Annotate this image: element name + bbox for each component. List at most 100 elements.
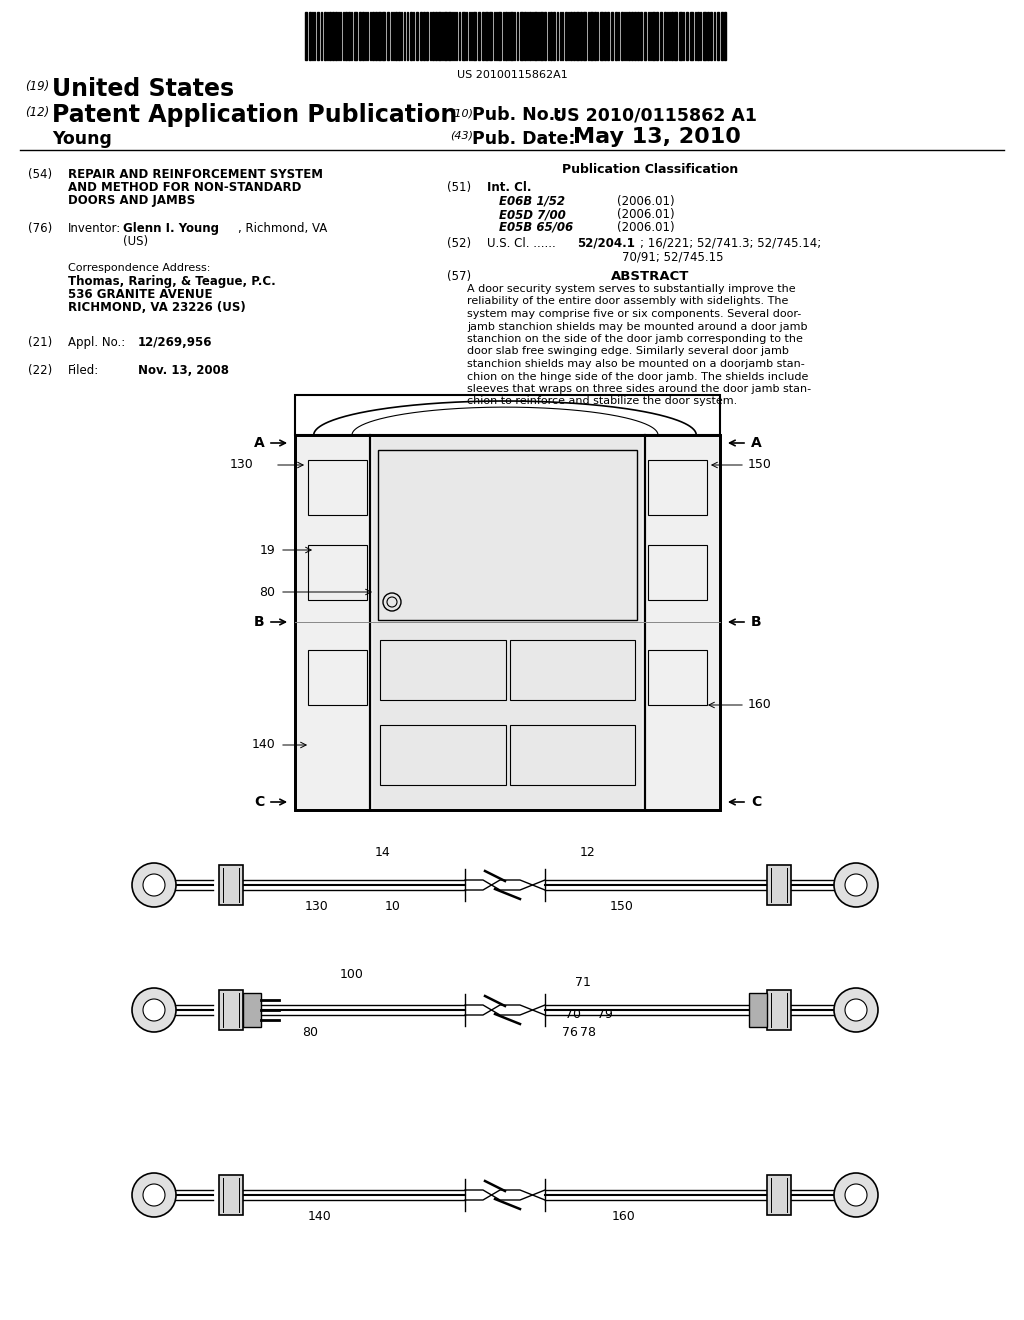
Bar [570,12,572,59]
Text: (76): (76) [28,222,52,235]
Text: Appl. No.:: Appl. No.: [68,337,125,348]
Text: E05B 65/06: E05B 65/06 [499,220,573,234]
Bar [485,12,487,59]
Bar [359,12,360,59]
Bar [567,12,569,59]
Bar [594,12,596,59]
Text: (10): (10) [450,108,473,117]
Bar [749,993,767,1027]
Bar [648,649,707,705]
Text: E06B 1/52: E06B 1/52 [499,195,565,209]
Text: C: C [254,795,264,809]
Text: 130: 130 [229,458,253,471]
Bar [655,12,658,59]
Bar [305,12,306,59]
Text: Young: Young [52,129,112,148]
Bar [671,12,673,59]
Bar [610,12,613,59]
Bar [466,12,467,59]
Text: door slab free swinging edge. Similarly several door jamb: door slab free swinging edge. Similarly … [467,346,788,356]
Bar [637,12,639,59]
Bar [324,12,326,59]
Text: AND METHOD FOR NON-STANDARD: AND METHOD FOR NON-STANDARD [68,181,301,194]
Circle shape [132,863,176,907]
Bar [219,1175,243,1214]
Bar [375,12,377,59]
Text: 70: 70 [565,1008,581,1022]
Text: C: C [751,795,761,809]
Text: Glenn I. Young: Glenn I. Young [123,222,219,235]
Bar [387,12,389,59]
Text: 52/204.1: 52/204.1 [577,238,635,249]
Bar [382,12,385,59]
Text: 160: 160 [612,1210,636,1224]
Text: Pub. No.:: Pub. No.: [472,106,562,124]
Text: B: B [751,615,761,630]
Bar [308,459,367,515]
Circle shape [845,999,867,1020]
Bar [489,12,492,59]
Text: ; 16/221; 52/741.3; 52/745.14;: ; 16/221; 52/741.3; 52/745.14; [640,238,821,249]
Bar [767,990,791,1030]
Text: 80: 80 [302,1026,318,1039]
Bar [317,12,319,59]
Bar [295,436,720,810]
Bar [767,1175,791,1214]
Text: (52): (52) [447,238,471,249]
Bar [372,12,374,59]
Text: (54): (54) [28,168,52,181]
Bar [583,12,586,59]
Text: May 13, 2010: May 13, 2010 [573,127,741,147]
Text: (2006.01): (2006.01) [617,195,675,209]
Bar [659,12,662,59]
Bar [477,12,479,59]
Bar [631,12,633,59]
Bar [410,12,412,59]
Text: system may comprise five or six components. Several door-: system may comprise five or six componen… [467,309,801,319]
Bar [564,12,566,59]
Text: reliability of the entire door assembly with sidelights. The: reliability of the entire door assembly … [467,297,788,306]
Text: 130: 130 [305,900,329,913]
Bar [429,12,431,59]
Bar [651,12,654,59]
Circle shape [845,1184,867,1206]
Circle shape [845,874,867,896]
Text: DOORS AND JAMBS: DOORS AND JAMBS [68,194,196,207]
Bar [354,12,357,59]
Bar [702,12,706,59]
Text: B: B [254,615,264,630]
Bar [674,12,677,59]
Bar [696,12,699,59]
Text: 80: 80 [259,586,275,598]
Bar [420,12,422,59]
Bar [767,865,791,906]
Bar [717,12,719,59]
Text: Inventor:: Inventor: [68,222,121,235]
Bar [679,12,682,59]
Text: stanchion on the side of the door jamb corresponding to the: stanchion on the side of the door jamb c… [467,334,803,345]
Text: chion to reinforce and stabilize the door system.: chion to reinforce and stabilize the doo… [467,396,737,407]
Bar [505,12,507,59]
Bar [308,12,310,59]
Text: Nov. 13, 2008: Nov. 13, 2008 [138,364,229,378]
Bar [335,12,337,59]
Bar [664,12,666,59]
Bar [295,436,720,810]
Bar [580,12,582,59]
Bar [444,12,446,59]
Text: 76: 76 [562,1026,578,1039]
Text: 71: 71 [575,975,591,989]
Bar [721,12,723,59]
Circle shape [143,1184,165,1206]
Bar [462,12,465,59]
Text: (2006.01): (2006.01) [617,209,675,220]
Bar [395,12,396,59]
Bar [219,865,243,906]
Text: (57): (57) [447,271,471,282]
Bar [604,12,605,59]
Bar [378,12,381,59]
Bar [553,12,555,59]
Circle shape [143,874,165,896]
Bar [689,12,692,59]
Text: 10: 10 [385,900,400,913]
